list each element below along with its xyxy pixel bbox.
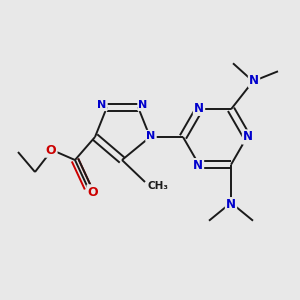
- Text: N: N: [98, 100, 106, 110]
- Text: N: N: [146, 131, 156, 141]
- Text: O: O: [88, 185, 98, 199]
- Text: O: O: [46, 143, 56, 157]
- Text: N: N: [194, 102, 204, 115]
- Text: N: N: [226, 198, 236, 211]
- Text: N: N: [249, 74, 259, 87]
- Text: N: N: [243, 130, 253, 143]
- Text: N: N: [193, 159, 203, 172]
- Text: CH₃: CH₃: [148, 181, 169, 191]
- Text: N: N: [138, 100, 148, 110]
